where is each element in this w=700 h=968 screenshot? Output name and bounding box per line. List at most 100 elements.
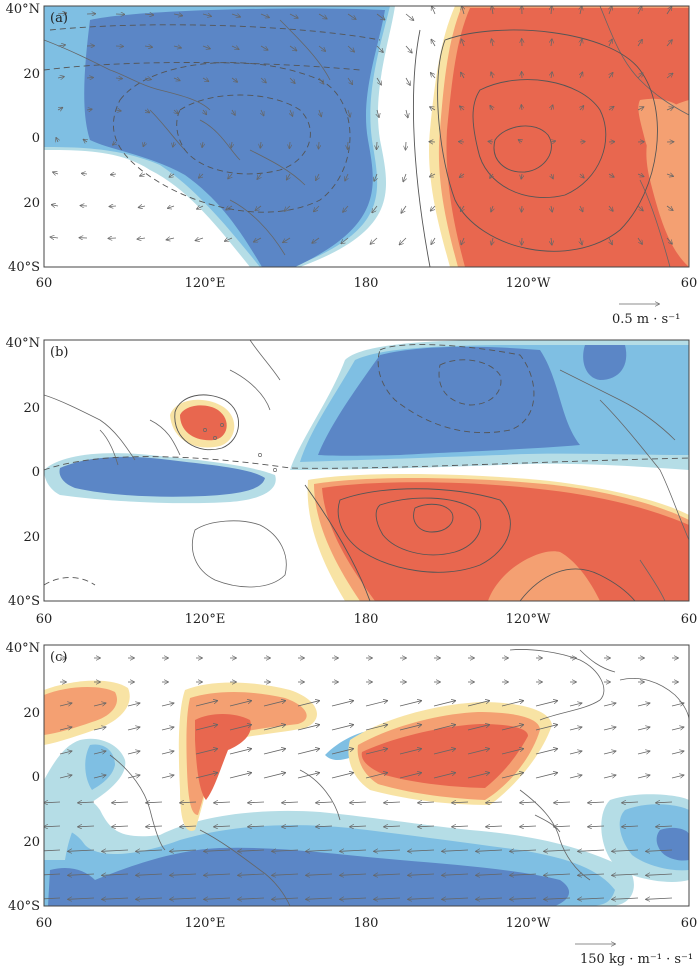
panel-a-vector-141 — [314, 205, 320, 212]
panel-c-vector-43 — [229, 701, 251, 707]
panel-a-contour-solid-1 — [437, 29, 658, 252]
panel-c-reference-vector: 150 kg · m⁻¹ · s⁻¹ — [575, 944, 693, 967]
panel-c-vector-109 — [535, 773, 557, 779]
panel-a-vector-90 — [113, 142, 116, 145]
panel-a-vector-82 — [521, 105, 522, 111]
panel-c-ytick-0: 0 — [32, 770, 40, 785]
panel-c-vector-111 — [603, 775, 616, 778]
panel-c-vector-99 — [195, 773, 217, 779]
panel-c-ytick-20s: 20 — [23, 835, 40, 850]
panel-c-vector-166 — [510, 850, 537, 851]
panel-a-vector-84 — [580, 106, 584, 110]
panel-a-contour-solid-3 — [493, 125, 552, 173]
panel-a-vector-43 — [666, 40, 672, 47]
panel-c-vector-70 — [501, 725, 523, 731]
panel-c-vector-47 — [365, 701, 387, 707]
panel-a: (a) 40°N 20 0 20 40°S 60 120°E 180 120°W… — [6, 2, 698, 327]
panel-c-vector-180 — [340, 874, 367, 875]
panel-c-x-axis: 60 120°E 180 120°W 60 — [36, 916, 698, 931]
panel-a-vector-172 — [580, 237, 582, 245]
panel-c-vector-129 — [554, 802, 571, 803]
panel-a-vector-77 — [377, 109, 379, 117]
panel-b-xtick-60w: 60 — [681, 612, 698, 627]
panel-c-vector-148 — [554, 826, 571, 827]
panel-a-vector-8 — [289, 13, 298, 18]
panel-a-vector-67 — [86, 109, 92, 110]
panel-a-vector-47 — [144, 78, 151, 80]
panel-a-vector-124 — [460, 174, 464, 177]
panel-c-vector-181 — [374, 874, 401, 875]
panel-b-ytick-40n: 40°N — [6, 336, 40, 351]
panel-c-vector-203 — [476, 898, 503, 899]
panel-a-vector-148 — [522, 205, 523, 212]
panel-a-vector-97 — [319, 141, 320, 149]
panel-c-vector-142 — [350, 826, 367, 827]
panel-a-vector-116 — [228, 173, 232, 179]
panel-a-vector-14 — [462, 6, 464, 15]
panel-a-vector-19 — [609, 6, 612, 15]
panel-c-vector-150 — [622, 826, 639, 827]
panel-a-vector-158 — [166, 238, 175, 240]
panel-a-vector-89 — [84, 140, 88, 143]
panel-a-xtick-60w: 60 — [681, 276, 698, 291]
panel-b-contour-solid-1 — [337, 488, 511, 573]
panel-a-vector-52 — [289, 77, 295, 83]
panel-c-xtick-120e: 120°E — [185, 916, 226, 931]
panel-a-vector-46 — [115, 78, 122, 79]
panel-c-vector-128 — [520, 802, 537, 803]
panel-c-vector-81 — [229, 749, 251, 755]
panel-c-vector-167 — [544, 850, 571, 851]
panel-a-vector-88 — [56, 138, 58, 142]
panel-c-label: (c) — [50, 650, 67, 665]
panel-a-vector-79 — [430, 107, 436, 110]
panel-a-blue-dark — [84, 8, 385, 267]
panel-c-vector-69 — [467, 725, 489, 731]
panel-b-islands — [203, 423, 277, 472]
panel-b-frame — [43, 339, 690, 602]
panel-c-vector-41 — [161, 703, 174, 706]
panel-a-vector-45 — [86, 78, 93, 79]
panel-c-vector-71 — [535, 725, 557, 731]
panel-c-vector-115 — [78, 802, 95, 803]
panel-b-contour-solid-5 — [304, 484, 636, 601]
panel-a-vector-44 — [57, 77, 64, 78]
panel-c-vector-146 — [486, 826, 503, 827]
panel-b-y-axis: 40°N 20 0 20 40°S — [6, 336, 40, 609]
panel-c-vector-205 — [544, 898, 571, 899]
panel-c-vector-198 — [306, 898, 333, 899]
panel-c-vector-88 — [467, 749, 489, 755]
panel-a-xtick-120e: 120°E — [185, 276, 226, 291]
panel-c-vector-76 — [59, 751, 72, 754]
panel-a-vector-136 — [168, 206, 175, 208]
panel-a-vector-68 — [115, 110, 121, 111]
panel-b-coastline-asia — [44, 340, 287, 588]
panel-c-red-west — [44, 686, 118, 735]
panel-c-vector-156 — [170, 850, 197, 851]
panel-a-vector-174 — [637, 237, 642, 244]
panel-a-vector-30 — [289, 45, 297, 51]
panel-c-vector-46 — [331, 701, 353, 707]
panel-c-vector-95 — [59, 775, 72, 778]
panel-c-vector-77 — [93, 751, 106, 754]
panel-b-ytick-0: 0 — [32, 465, 40, 480]
panel-a-vector-12 — [405, 13, 414, 20]
panel-a-coastline-asia — [44, 19, 331, 256]
panel-c-y-axis: 40°N 20 0 20 40°S — [6, 641, 40, 914]
panel-a-vector-29 — [260, 45, 268, 50]
panel-c-vector-200 — [374, 898, 401, 899]
panel-c-vector-42 — [195, 701, 217, 707]
panel-b-x-axis: 60 120°E 180 120°W 60 — [36, 612, 698, 627]
panel-c-vector-105 — [399, 773, 421, 779]
panel-a-vector-118 — [287, 173, 290, 180]
panel-a-vector-51 — [260, 77, 266, 83]
panel-a-vector-147 — [491, 205, 493, 212]
panel-a-vector-55 — [376, 77, 381, 85]
panel-c-vector-114 — [44, 802, 61, 803]
panel-b-xtick-60e: 60 — [36, 612, 53, 627]
panel-a-map — [44, 6, 689, 267]
panel-a-vector-122 — [403, 173, 406, 181]
panel-c-vector-191 — [68, 898, 95, 899]
panel-b-label: (b) — [50, 345, 68, 360]
panel-c-ytick-20n: 20 — [23, 706, 40, 721]
